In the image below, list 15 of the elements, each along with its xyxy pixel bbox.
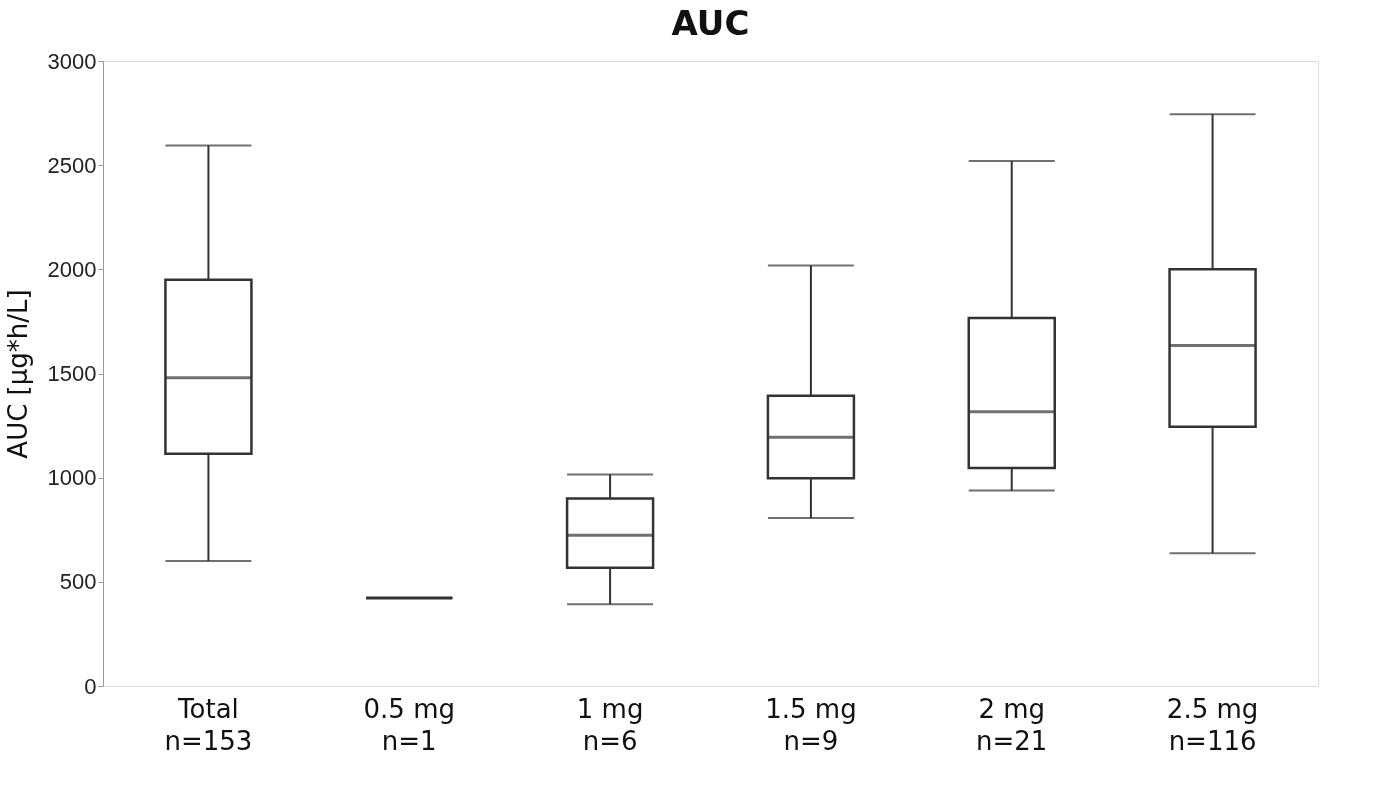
y-tick-label: 0 xyxy=(84,673,97,699)
x-tick-label: 0.5 mg n=1 xyxy=(363,693,455,756)
y-tick-label: 1000 xyxy=(47,465,97,491)
y-tick-label: 2000 xyxy=(47,256,97,282)
y-tick-label: 3000 xyxy=(47,48,97,74)
x-tick-label: 1 mg n=6 xyxy=(576,693,644,756)
x-tick-label: 2 mg n=21 xyxy=(976,693,1048,756)
y-tick-label: 2500 xyxy=(47,152,97,178)
y-axis-title: AUC [µg*h/L] xyxy=(2,289,33,459)
x-tick-label: Total n=153 xyxy=(164,693,253,756)
x-tick-label: 2.5 mg n=116 xyxy=(1166,693,1259,756)
x-tick-label: 1.5 mg n=9 xyxy=(765,693,857,756)
y-tick-label: 1500 xyxy=(47,361,97,386)
y-tick-label: 500 xyxy=(59,569,97,595)
chart-title: AUC xyxy=(671,3,750,43)
